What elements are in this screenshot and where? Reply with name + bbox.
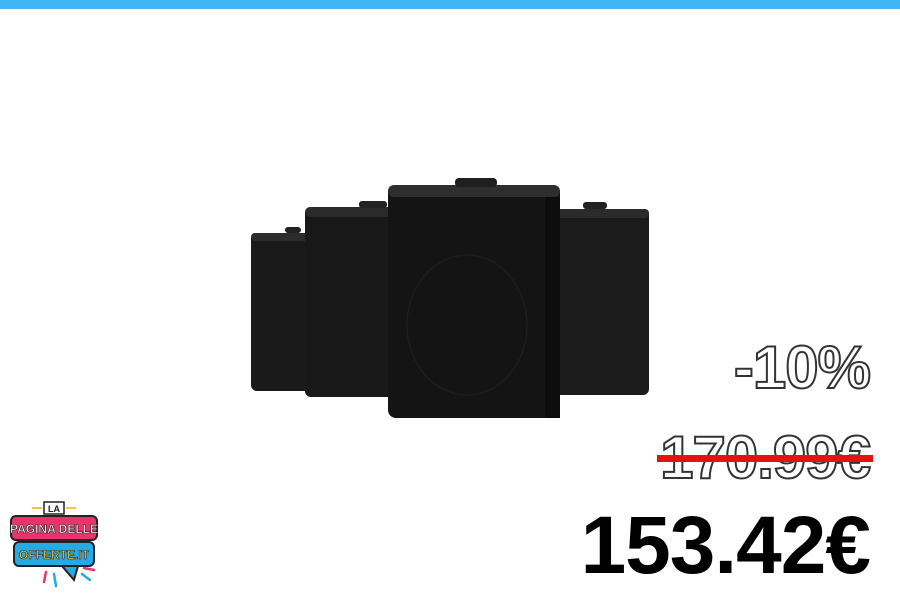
product-image-speakers — [251, 178, 649, 418]
speaker-right-back — [555, 202, 649, 395]
current-price: 153.42€ — [580, 500, 871, 591]
discount-percentage: -10% — [733, 334, 872, 401]
la-pagina-delle-offerte-logo: LA PAGINA DELLE OFFERTE.IT — [10, 501, 98, 588]
speaker-front-center — [388, 178, 560, 418]
logo-line2: PAGINA DELLE — [10, 522, 98, 536]
old-price-container: 170.99€ — [657, 427, 873, 489]
logo-line3: OFFERTE.IT — [19, 548, 90, 562]
strike-through-line — [657, 455, 873, 462]
top-accent-bar — [0, 0, 900, 9]
speaker-left-mid — [305, 201, 409, 397]
logo-line1: LA — [48, 504, 60, 514]
